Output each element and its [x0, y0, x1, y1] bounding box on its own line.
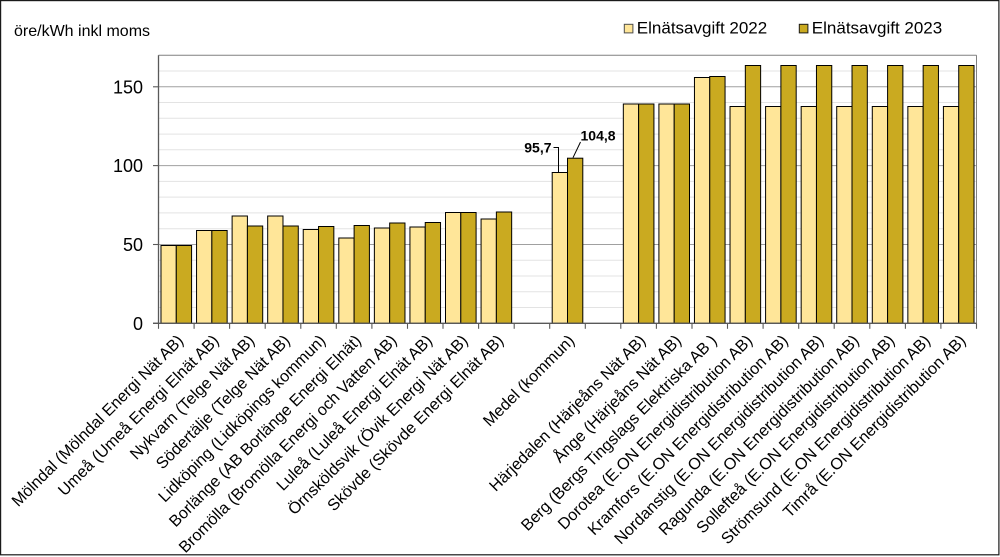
svg-text:100: 100: [113, 156, 143, 176]
svg-text:150: 150: [113, 77, 143, 97]
svg-text:95,7: 95,7: [524, 140, 551, 156]
svg-text:Elnätsavgift 2023: Elnätsavgift 2023: [812, 18, 942, 37]
svg-text:50: 50: [123, 235, 143, 255]
svg-text:104,8: 104,8: [581, 128, 616, 144]
svg-text:Elnätsavgift 2022: Elnätsavgift 2022: [637, 18, 767, 37]
svg-text:0: 0: [133, 314, 143, 334]
svg-text:öre/kWh inkl moms: öre/kWh inkl moms: [14, 23, 150, 40]
